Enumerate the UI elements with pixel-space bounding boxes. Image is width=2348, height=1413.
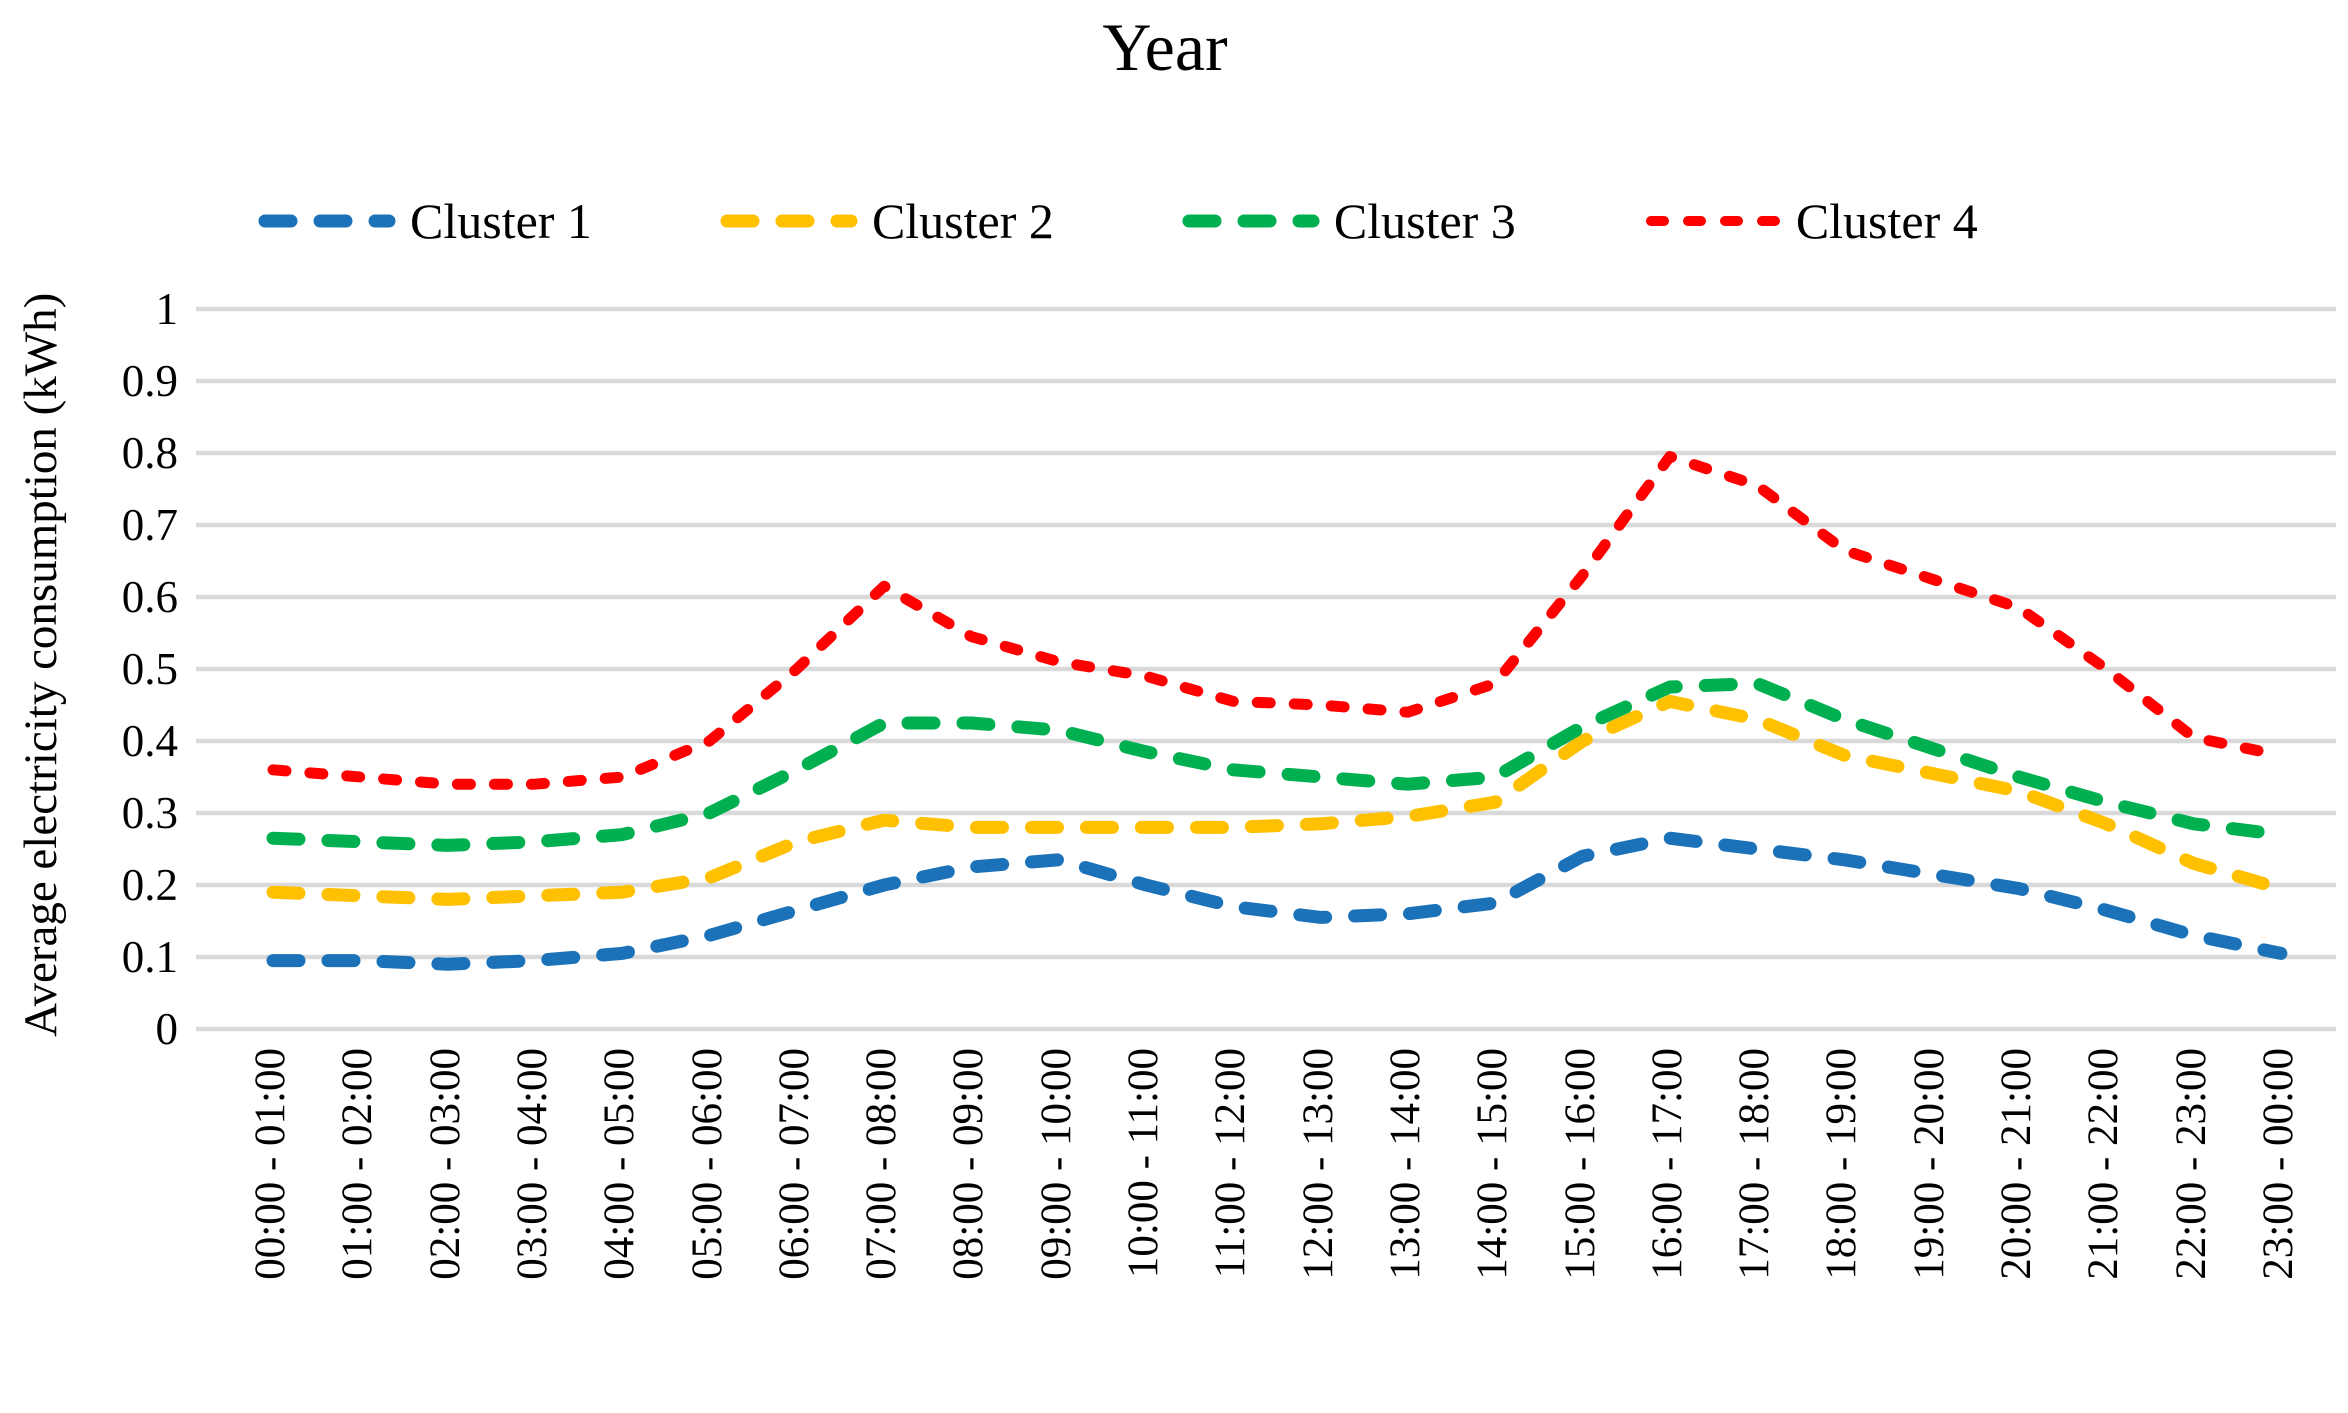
series-line-cluster-1 xyxy=(266,831,2288,971)
x-tick-label: 21:00 - 22:00 xyxy=(2080,1048,2128,1280)
x-tick-label: 12:00 - 13:00 xyxy=(1294,1048,1342,1280)
legend-item-cluster-2: Cluster 2 xyxy=(720,192,1054,250)
series-line-cluster-4 xyxy=(267,451,2287,790)
x-tick-label: 06:00 - 07:00 xyxy=(770,1048,818,1280)
y-tick-label: 0 xyxy=(155,1004,179,1054)
x-tick-label: 18:00 - 19:00 xyxy=(1818,1048,1866,1280)
cluster-2-line-swatch-icon xyxy=(720,208,858,234)
y-tick-label: 0.9 xyxy=(121,356,178,406)
legend-label: Cluster 2 xyxy=(871,193,1054,249)
x-tick-label: 20:00 - 21:00 xyxy=(1993,1048,2040,1280)
x-tick-label: 10:00 - 11:00 xyxy=(1120,1048,1167,1279)
x-tick-label: 22:00 - 23:00 xyxy=(2167,1048,2215,1280)
legend-label: Cluster 3 xyxy=(1333,193,1516,249)
chart-legend: Cluster 1 Cluster 2 Cluster 3 Cluster 4 xyxy=(258,192,1978,250)
y-tick-label: 0.4 xyxy=(121,716,178,766)
x-tick-label: 13:00 - 14:00 xyxy=(1381,1048,1429,1280)
y-tick-label: 0.7 xyxy=(121,500,178,550)
y-tick-label: 0.2 xyxy=(121,860,178,910)
legend-item-cluster-4: Cluster 4 xyxy=(1644,192,1978,250)
x-tick-label: 03:00 - 04:00 xyxy=(508,1048,556,1280)
y-tick-label: 0.1 xyxy=(121,932,178,982)
chart-title: Year xyxy=(1102,9,1228,85)
x-tick-label: 17:00 - 18:00 xyxy=(1731,1048,1779,1280)
y-tick-label: 1 xyxy=(155,284,179,334)
x-tick-label: 09:00 - 10:00 xyxy=(1032,1048,1080,1280)
x-tick-label: 14:00 - 15:00 xyxy=(1469,1048,1517,1280)
x-tick-label: 23:00 - 00:00 xyxy=(2254,1048,2302,1280)
x-tick-label: 19:00 - 20:00 xyxy=(1905,1048,1953,1280)
legend-item-cluster-3: Cluster 3 xyxy=(1182,192,1516,250)
series-line-cluster-3 xyxy=(266,676,2288,852)
x-tick-label: 08:00 - 09:00 xyxy=(945,1048,993,1280)
y-tick-label: 0.3 xyxy=(121,788,178,838)
cluster-1-line-swatch-icon xyxy=(258,208,396,234)
y-tick-label: 0.8 xyxy=(121,428,178,478)
y-tick-label: 0.6 xyxy=(121,572,178,622)
x-tick-label: 07:00 - 08:00 xyxy=(858,1048,906,1280)
cluster-3-line-swatch-icon xyxy=(1182,208,1320,234)
legend-item-cluster-1: Cluster 1 xyxy=(258,192,592,250)
x-tick-label: 16:00 - 17:00 xyxy=(1643,1048,1691,1280)
legend-label: Cluster 4 xyxy=(1795,193,1978,249)
x-tick-label: 00:00 - 01:00 xyxy=(247,1048,294,1280)
x-tick-label: 02:00 - 03:00 xyxy=(421,1048,469,1280)
x-tick-label: 04:00 - 05:00 xyxy=(596,1048,644,1280)
x-tick-label: 05:00 - 06:00 xyxy=(683,1048,731,1280)
x-tick-label: 01:00 - 02:00 xyxy=(334,1048,382,1280)
series-line-cluster-2 xyxy=(266,694,2288,906)
legend-label: Cluster 1 xyxy=(410,193,592,249)
y-tick-label: 0.5 xyxy=(121,644,178,694)
x-tick-label: 15:00 - 16:00 xyxy=(1556,1048,1604,1280)
x-tick-label: 11:00 - 12:00 xyxy=(1207,1048,1255,1279)
